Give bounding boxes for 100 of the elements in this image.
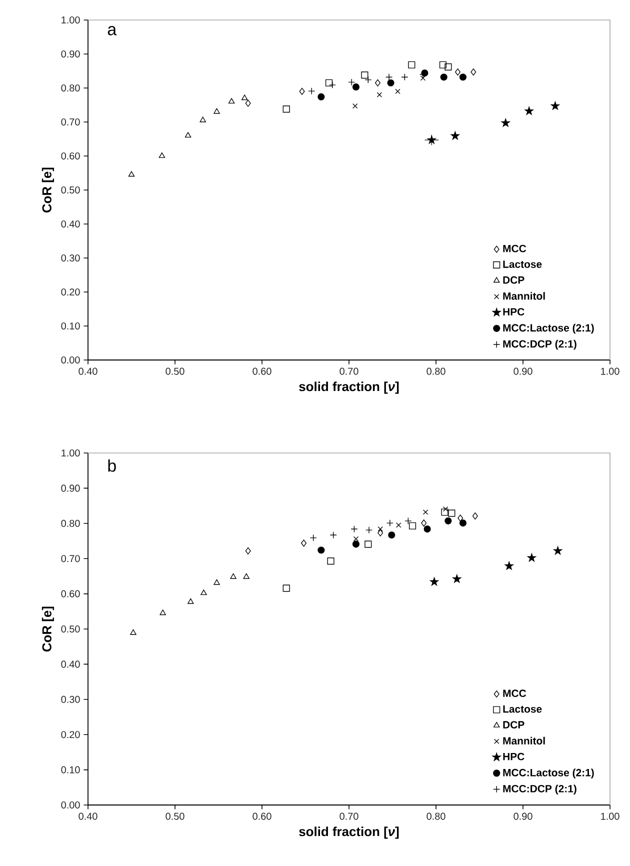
x-tick-label: 0.40 bbox=[78, 368, 98, 375]
point bbox=[214, 108, 220, 114]
legend-label: Lactose bbox=[503, 260, 542, 268]
legend-label: MCC:DCP (2:1) bbox=[503, 784, 576, 794]
point bbox=[504, 561, 514, 570]
legend-label: Mannitol bbox=[503, 736, 545, 745]
point bbox=[158, 152, 166, 158]
point bbox=[554, 546, 562, 555]
point bbox=[396, 522, 402, 528]
point bbox=[374, 79, 380, 86]
point bbox=[444, 63, 452, 70]
y-tick-label: 0.10 bbox=[61, 322, 80, 330]
point bbox=[378, 526, 383, 532]
y-tick-label: 0.30 bbox=[61, 254, 80, 262]
y-tick-label: 0.70 bbox=[61, 555, 80, 562]
y-tick-label: 0.60 bbox=[61, 590, 80, 598]
point bbox=[395, 88, 400, 94]
point bbox=[424, 525, 431, 533]
point bbox=[243, 573, 250, 579]
x-tick-label: 0.80 bbox=[426, 812, 446, 820]
y-tick-label: 0.80 bbox=[61, 84, 80, 92]
point bbox=[228, 98, 235, 104]
y-tick-label: 1.00 bbox=[62, 16, 80, 24]
point bbox=[325, 79, 333, 86]
point bbox=[353, 536, 359, 542]
point bbox=[441, 508, 448, 516]
y-tick-label: 0.30 bbox=[61, 696, 80, 703]
point bbox=[524, 106, 534, 115]
point bbox=[470, 68, 476, 76]
point bbox=[245, 547, 251, 554]
chart-title: b bbox=[108, 459, 116, 472]
x-tick-label: 0.70 bbox=[340, 368, 358, 375]
point bbox=[352, 83, 360, 91]
point bbox=[301, 540, 307, 547]
point bbox=[299, 88, 305, 95]
x-tick-label: 0.40 bbox=[78, 812, 98, 820]
x-tick-label: 0.50 bbox=[166, 368, 184, 375]
y-tick-label: 1.00 bbox=[62, 449, 80, 457]
point bbox=[472, 512, 478, 520]
point bbox=[376, 92, 382, 98]
point bbox=[327, 558, 334, 565]
y-tick-label: 0.80 bbox=[61, 520, 80, 527]
point bbox=[439, 61, 446, 68]
point bbox=[130, 629, 136, 635]
point bbox=[421, 520, 427, 527]
y-tick-label: 0.40 bbox=[61, 220, 80, 228]
point bbox=[501, 118, 510, 127]
point bbox=[214, 579, 220, 585]
y-tick-label: 0.50 bbox=[61, 186, 80, 194]
point bbox=[200, 116, 206, 122]
y-tick-label: 0.00 bbox=[61, 801, 80, 809]
point bbox=[241, 94, 248, 100]
y-axis-title: CoR [e] bbox=[42, 606, 54, 652]
x-tick-label: 0.60 bbox=[252, 812, 272, 820]
point bbox=[442, 506, 448, 512]
point bbox=[430, 577, 439, 586]
x-tick-label: 0.90 bbox=[514, 368, 532, 375]
point bbox=[352, 540, 360, 548]
y-tick-label: 0.10 bbox=[61, 766, 80, 774]
point bbox=[550, 102, 560, 110]
point bbox=[352, 103, 358, 109]
legend-label: Mannitol bbox=[503, 292, 545, 300]
point bbox=[387, 79, 394, 86]
point bbox=[408, 61, 416, 68]
point bbox=[459, 74, 467, 81]
point bbox=[188, 598, 194, 604]
x-axis-title: solid fraction [ν] bbox=[299, 382, 399, 394]
y-tick-label: 0.60 bbox=[61, 152, 80, 160]
point bbox=[378, 529, 384, 536]
x-tick-label: 1.00 bbox=[601, 368, 620, 375]
point bbox=[450, 131, 460, 140]
point bbox=[422, 510, 428, 515]
y-tick-label: 0.50 bbox=[61, 625, 80, 633]
point bbox=[282, 106, 290, 113]
point bbox=[458, 514, 464, 522]
point bbox=[448, 510, 456, 517]
chart-title: a bbox=[108, 26, 117, 36]
x-tick-label: 1.00 bbox=[601, 812, 620, 820]
y-tick-label: 0.00 bbox=[61, 356, 80, 364]
legend-label: MCC:DCP (2:1) bbox=[503, 340, 576, 350]
point bbox=[245, 100, 251, 107]
point bbox=[459, 520, 467, 527]
point bbox=[452, 574, 462, 583]
point bbox=[527, 553, 536, 562]
x-tick-label: 0.80 bbox=[426, 368, 446, 375]
y-axis-title: CoR [e] bbox=[42, 168, 54, 212]
point bbox=[440, 74, 448, 81]
point bbox=[318, 546, 325, 554]
y-tick-label: 0.40 bbox=[61, 660, 80, 668]
legend-label: MCC:Lactose (2:1) bbox=[503, 324, 594, 334]
legend-label: MCC bbox=[503, 244, 526, 252]
point bbox=[364, 540, 372, 548]
y-tick-label: 0.70 bbox=[61, 118, 80, 126]
legend-label: DCP bbox=[503, 276, 524, 284]
point bbox=[408, 522, 416, 530]
point bbox=[184, 132, 192, 138]
x-tick-label: 0.60 bbox=[252, 368, 272, 375]
point bbox=[128, 171, 135, 177]
point bbox=[230, 573, 236, 579]
legend-label: HPC bbox=[503, 308, 524, 316]
